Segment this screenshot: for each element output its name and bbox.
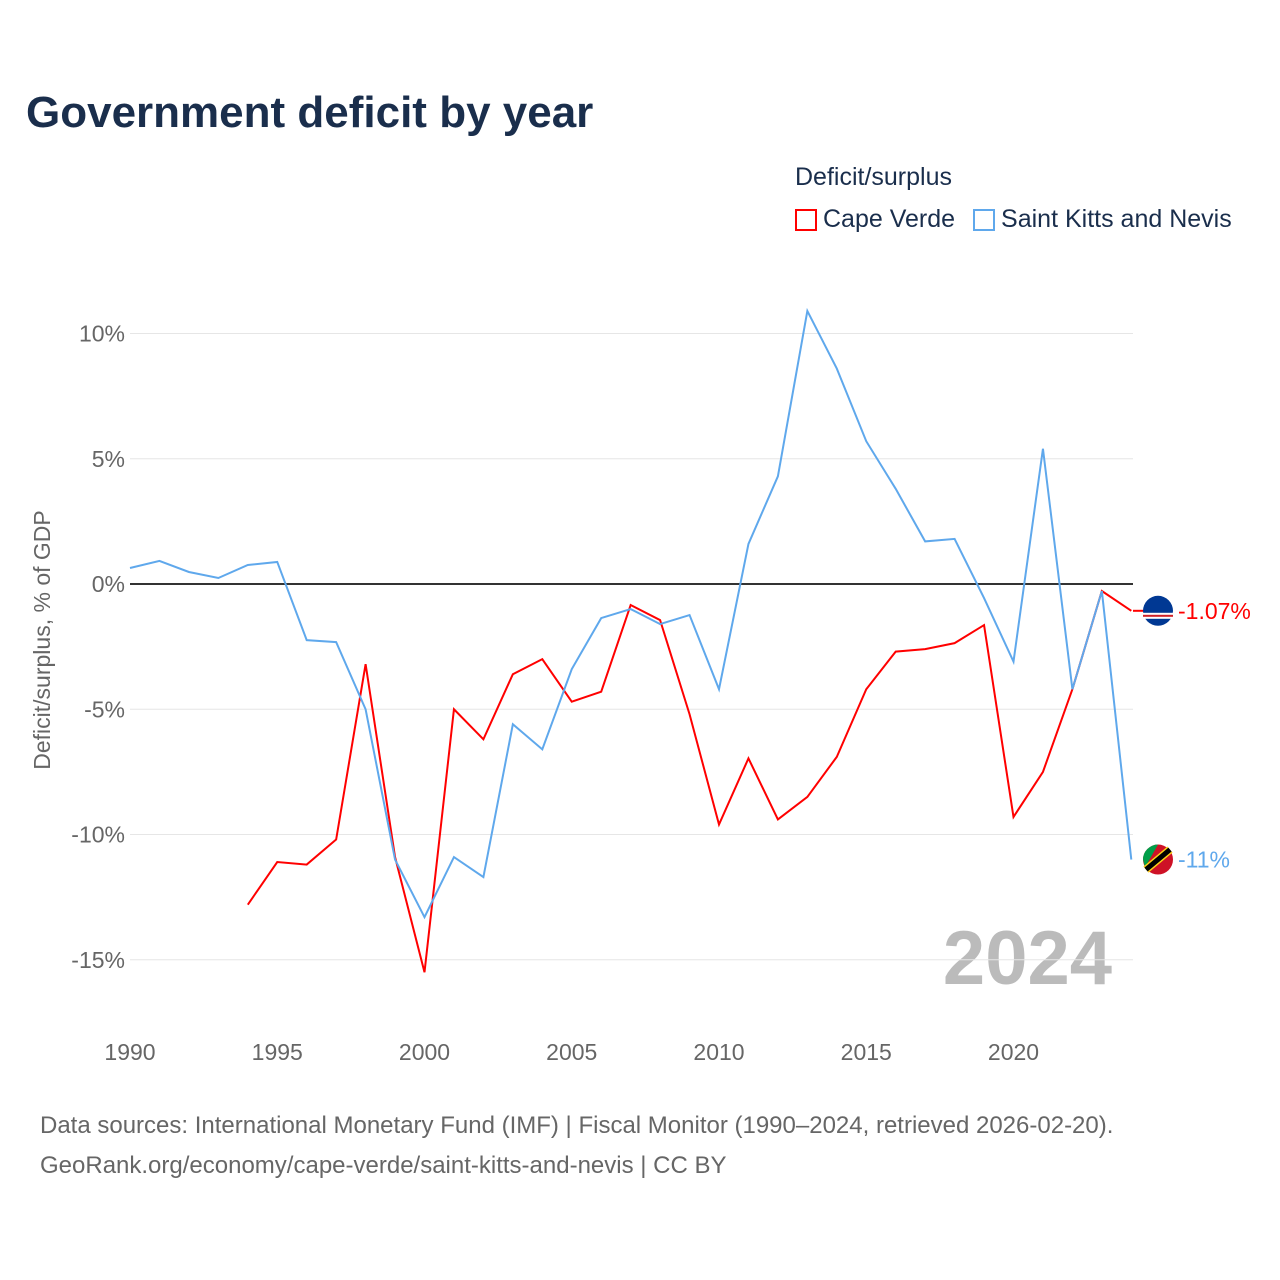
data-point[interactable] bbox=[1100, 589, 1104, 593]
cape-verde-flag-icon bbox=[1143, 595, 1173, 626]
data-point[interactable] bbox=[1070, 687, 1074, 691]
series-line-saint-kitts[interactable] bbox=[129, 307, 1133, 920]
data-point[interactable] bbox=[275, 560, 279, 564]
legend-item-cape-verde[interactable]: Cape Verde bbox=[795, 205, 955, 234]
legend-label-saint-kitts: Saint Kitts and Nevis bbox=[1001, 205, 1232, 233]
data-point[interactable] bbox=[1041, 770, 1045, 774]
chart-title: Government deficit by year bbox=[26, 88, 594, 137]
data-point[interactable] bbox=[923, 539, 927, 543]
data-point[interactable] bbox=[923, 647, 927, 651]
x-tick-label: 2005 bbox=[546, 1039, 597, 1065]
legend-title: Deficit/surplus bbox=[795, 163, 952, 191]
data-point[interactable] bbox=[805, 795, 809, 799]
x-tick-label: 2000 bbox=[399, 1039, 450, 1065]
data-point[interactable] bbox=[452, 707, 456, 711]
data-point[interactable] bbox=[658, 618, 662, 622]
data-point[interactable] bbox=[629, 603, 633, 607]
data-point[interactable] bbox=[599, 616, 603, 620]
data-point[interactable] bbox=[746, 542, 750, 546]
data-point[interactable] bbox=[423, 915, 427, 919]
legend: Cape Verde Saint Kitts and Nevis bbox=[795, 205, 1232, 234]
data-point[interactable] bbox=[835, 367, 839, 371]
x-tick-label: 2010 bbox=[693, 1039, 744, 1065]
legend-label-cape-verde: Cape Verde bbox=[823, 205, 956, 233]
data-point[interactable] bbox=[658, 622, 662, 626]
y-tick-label: -15% bbox=[71, 947, 125, 973]
y-tick-label: 5% bbox=[92, 446, 125, 472]
legend-swatch-cape-verde bbox=[795, 208, 817, 231]
data-point[interactable] bbox=[334, 640, 338, 644]
data-point[interactable] bbox=[128, 566, 132, 570]
data-point[interactable] bbox=[835, 755, 839, 759]
data-point[interactable] bbox=[1129, 858, 1133, 862]
year-watermark: 2024 bbox=[943, 916, 1112, 1001]
data-point[interactable] bbox=[305, 638, 309, 642]
data-point[interactable] bbox=[717, 687, 721, 691]
data-point[interactable] bbox=[864, 439, 868, 443]
data-point[interactable] bbox=[688, 712, 692, 716]
data-point[interactable] bbox=[305, 863, 309, 867]
end-label-cape-verde: -1.07% bbox=[1178, 598, 1251, 624]
data-point[interactable] bbox=[894, 650, 898, 654]
data-point[interactable] bbox=[629, 607, 633, 611]
x-tick-label: 2020 bbox=[988, 1039, 1039, 1065]
data-point[interactable] bbox=[1041, 447, 1045, 451]
x-tick-label: 1990 bbox=[104, 1039, 155, 1065]
data-point[interactable] bbox=[216, 576, 220, 580]
data-point[interactable] bbox=[776, 817, 780, 821]
data-point[interactable] bbox=[157, 559, 161, 563]
data-point[interactable] bbox=[953, 641, 957, 645]
y-tick-label: -10% bbox=[71, 822, 125, 848]
data-point[interactable] bbox=[805, 309, 809, 313]
data-point[interactable] bbox=[511, 722, 515, 726]
source-line-1: Data sources: International Monetary Fun… bbox=[40, 1112, 1114, 1139]
y-axis-label: Deficit/surplus, % of GDP bbox=[29, 510, 55, 769]
data-point[interactable] bbox=[982, 623, 986, 627]
source-note: Data sources: International Monetary Fun… bbox=[40, 1106, 1113, 1186]
data-point[interactable] bbox=[570, 700, 574, 704]
data-point[interactable] bbox=[540, 657, 544, 661]
end-label-saint-kitts: -11% bbox=[1178, 847, 1230, 873]
x-tick-label: 2015 bbox=[841, 1039, 892, 1065]
data-point[interactable] bbox=[481, 875, 485, 879]
data-point[interactable] bbox=[1012, 815, 1016, 819]
data-point[interactable] bbox=[334, 838, 338, 842]
data-point[interactable] bbox=[1012, 660, 1016, 664]
saint-kitts-flag-icon bbox=[1143, 844, 1173, 875]
data-point[interactable] bbox=[688, 613, 692, 617]
data-point[interactable] bbox=[452, 855, 456, 859]
data-point[interactable] bbox=[953, 537, 957, 541]
y-tick-label: 10% bbox=[79, 321, 125, 347]
data-point[interactable] bbox=[894, 487, 898, 491]
x-tick-label: 1995 bbox=[252, 1039, 303, 1065]
legend-swatch-saint-kitts bbox=[973, 208, 996, 231]
data-point[interactable] bbox=[717, 822, 721, 826]
data-point[interactable] bbox=[746, 756, 750, 760]
y-tick-label: -5% bbox=[84, 696, 125, 722]
data-point[interactable] bbox=[364, 662, 368, 666]
data-point[interactable] bbox=[599, 690, 603, 694]
legend-item-saint-kitts[interactable]: Saint Kitts and Nevis bbox=[973, 205, 1232, 234]
data-point[interactable] bbox=[511, 672, 515, 676]
data-point[interactable] bbox=[982, 596, 986, 600]
data-point[interactable] bbox=[540, 747, 544, 751]
data-point[interactable] bbox=[570, 667, 574, 671]
y-tick-label: 0% bbox=[92, 571, 125, 597]
data-point[interactable] bbox=[423, 970, 427, 974]
data-point[interactable] bbox=[1129, 609, 1133, 613]
data-point[interactable] bbox=[864, 687, 868, 691]
data-point[interactable] bbox=[275, 860, 279, 864]
source-line-2[interactable]: GeoRank.org/economy/cape-verde/saint-kit… bbox=[40, 1152, 727, 1179]
data-point[interactable] bbox=[364, 707, 368, 711]
data-point[interactable] bbox=[187, 570, 191, 574]
data-point[interactable] bbox=[393, 858, 397, 862]
data-point[interactable] bbox=[246, 563, 250, 567]
data-point[interactable] bbox=[246, 903, 250, 907]
data-point[interactable] bbox=[481, 737, 485, 741]
data-point[interactable] bbox=[776, 474, 780, 478]
